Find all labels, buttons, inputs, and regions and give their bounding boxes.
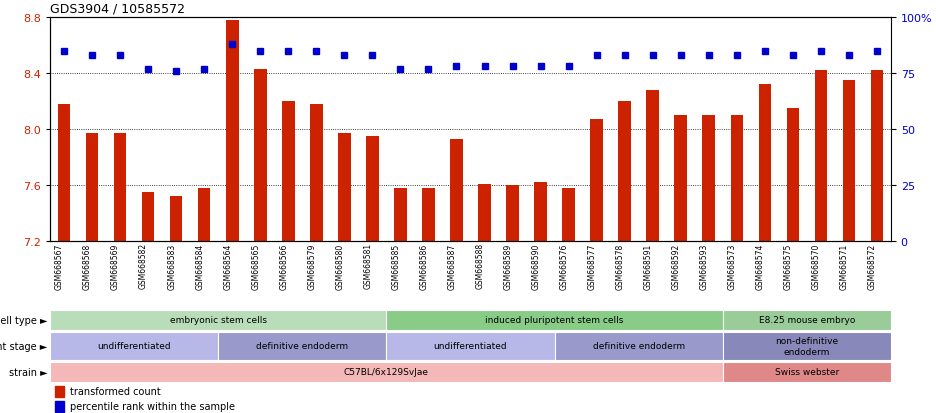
Bar xyxy=(55,401,65,411)
Bar xyxy=(218,332,387,360)
Text: GSM668584: GSM668584 xyxy=(196,243,204,289)
Bar xyxy=(450,140,462,242)
Bar xyxy=(534,183,547,242)
Bar xyxy=(506,185,519,242)
Bar xyxy=(226,21,239,242)
Bar xyxy=(387,310,723,330)
Bar xyxy=(114,134,126,242)
Bar xyxy=(142,192,154,242)
Bar xyxy=(814,71,827,242)
Text: Swiss webster: Swiss webster xyxy=(775,368,839,377)
Text: GSM668581: GSM668581 xyxy=(363,243,373,289)
Text: GSM668579: GSM668579 xyxy=(307,243,316,289)
Bar xyxy=(647,90,659,242)
Text: GSM668576: GSM668576 xyxy=(560,243,568,289)
Text: definitive endoderm: definitive endoderm xyxy=(592,342,685,351)
Text: transformed count: transformed count xyxy=(69,387,160,396)
Bar xyxy=(50,362,723,382)
Text: GSM668592: GSM668592 xyxy=(672,243,680,289)
Text: GSM668569: GSM668569 xyxy=(111,243,120,289)
Text: GSM668590: GSM668590 xyxy=(532,243,541,289)
Text: GSM668577: GSM668577 xyxy=(588,243,596,289)
Bar xyxy=(50,310,387,330)
Text: GSM668572: GSM668572 xyxy=(868,243,877,289)
Bar xyxy=(366,137,379,242)
Text: GSM668565: GSM668565 xyxy=(251,243,260,289)
Bar xyxy=(786,109,799,242)
Text: GSM668585: GSM668585 xyxy=(391,243,401,289)
Bar xyxy=(394,188,407,242)
Text: GSM668589: GSM668589 xyxy=(504,243,513,289)
Bar xyxy=(723,310,891,330)
Text: C57BL/6x129SvJae: C57BL/6x129SvJae xyxy=(344,368,429,377)
Text: GSM668588: GSM668588 xyxy=(475,243,485,289)
Bar xyxy=(591,120,603,242)
Bar xyxy=(870,71,884,242)
Text: GSM668573: GSM668573 xyxy=(728,243,737,289)
Bar xyxy=(197,188,211,242)
Text: development stage ►: development stage ► xyxy=(0,341,47,351)
Bar xyxy=(723,332,891,360)
Bar xyxy=(478,184,490,242)
Bar xyxy=(55,386,65,396)
Text: GSM668586: GSM668586 xyxy=(419,243,429,289)
Text: E8.25 mouse embryo: E8.25 mouse embryo xyxy=(759,316,856,325)
Text: GSM668583: GSM668583 xyxy=(168,243,176,289)
Text: strain ►: strain ► xyxy=(8,367,47,377)
Bar xyxy=(758,85,771,242)
Bar xyxy=(422,188,434,242)
Bar xyxy=(619,102,631,242)
Text: undifferentiated: undifferentiated xyxy=(97,342,171,351)
Text: embryonic stem cells: embryonic stem cells xyxy=(169,316,267,325)
Bar xyxy=(169,197,183,242)
Bar xyxy=(254,70,267,242)
Text: GSM668578: GSM668578 xyxy=(616,243,624,289)
Text: induced pluripotent stem cells: induced pluripotent stem cells xyxy=(486,316,623,325)
Text: GSM668593: GSM668593 xyxy=(700,243,709,289)
Bar xyxy=(338,134,351,242)
Text: cell type ►: cell type ► xyxy=(0,315,47,325)
Text: GSM668564: GSM668564 xyxy=(223,243,232,289)
Bar xyxy=(58,104,70,242)
Text: GSM668566: GSM668566 xyxy=(279,243,288,289)
Bar xyxy=(675,116,687,242)
Text: GSM668574: GSM668574 xyxy=(756,243,765,289)
Text: GSM668587: GSM668587 xyxy=(447,243,457,289)
Text: GSM668570: GSM668570 xyxy=(812,243,821,289)
Bar xyxy=(723,362,891,382)
Bar xyxy=(50,332,218,360)
Text: GSM668575: GSM668575 xyxy=(783,243,793,289)
Text: GSM668571: GSM668571 xyxy=(840,243,849,289)
Text: undifferentiated: undifferentiated xyxy=(433,342,507,351)
Text: GSM668582: GSM668582 xyxy=(139,243,148,289)
Text: non-definitive
endoderm: non-definitive endoderm xyxy=(775,337,839,356)
Bar xyxy=(282,102,295,242)
Bar xyxy=(555,332,723,360)
Text: GSM668568: GSM668568 xyxy=(83,243,92,289)
Bar xyxy=(387,332,555,360)
Bar xyxy=(563,188,575,242)
Text: percentile rank within the sample: percentile rank within the sample xyxy=(69,401,235,411)
Text: GSM668567: GSM668567 xyxy=(55,243,64,289)
Bar xyxy=(703,116,715,242)
Text: GDS3904 / 10585572: GDS3904 / 10585572 xyxy=(50,2,185,15)
Text: GSM668580: GSM668580 xyxy=(335,243,344,289)
Bar xyxy=(730,116,743,242)
Bar xyxy=(842,81,856,242)
Text: GSM668591: GSM668591 xyxy=(644,243,652,289)
Text: definitive endoderm: definitive endoderm xyxy=(256,342,348,351)
Bar xyxy=(86,134,98,242)
Bar xyxy=(310,104,323,242)
